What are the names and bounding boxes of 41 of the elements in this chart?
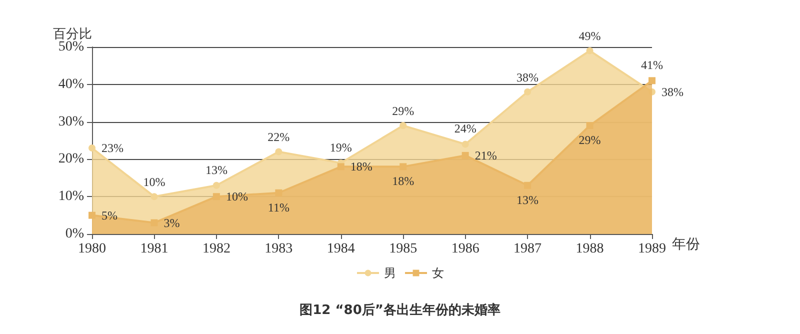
x-tick-label: 1989 — [638, 242, 666, 256]
x-tick-label: 1980 — [78, 242, 106, 256]
x-tick-label: 1986 — [451, 242, 480, 256]
y-tick-label: 30% — [58, 114, 84, 130]
data-label: 38% — [516, 70, 539, 84]
data-label: 41% — [641, 58, 663, 72]
data-label: 13% — [516, 192, 539, 207]
data-label: 11% — [268, 200, 290, 214]
data-label: 10% — [226, 190, 248, 204]
legend-label: 男 — [384, 266, 396, 280]
data-label: 3% — [164, 216, 180, 230]
data-label: 21% — [474, 148, 497, 162]
text: 图12 “80后”各出生年份的未婚率 — [300, 302, 500, 318]
data-label: 29% — [392, 104, 414, 118]
data-label: 23% — [102, 140, 124, 155]
y-tick-label: 10% — [58, 189, 84, 204]
x-axis-title: 年份 — [672, 236, 700, 252]
x-tick-label: 1987 — [514, 242, 542, 256]
x-tick-label: 1983 — [264, 242, 293, 256]
x-tick-label: 1988 — [576, 242, 604, 256]
data-label: 24% — [454, 122, 476, 136]
y-tick-label: 50% — [58, 40, 84, 54]
data-label: 13% — [205, 162, 228, 177]
y-axis-title: 百分比 — [53, 26, 92, 42]
x-tick-label: 1984 — [326, 242, 355, 256]
y-tick-label: 40% — [58, 76, 84, 92]
data-label: 18% — [350, 160, 372, 174]
y-tick-label: 0% — [65, 226, 84, 242]
data-label: 38% — [662, 84, 684, 99]
data-label: 5% — [102, 208, 118, 222]
x-tick-label: 1982 — [202, 242, 230, 256]
data-label: 10% — [143, 175, 166, 190]
data-label: 18% — [392, 174, 414, 188]
data-label: 29% — [578, 133, 601, 148]
data-label: 22% — [268, 130, 290, 144]
x-tick-label: 1981 — [140, 242, 168, 256]
data-label: 49% — [578, 29, 601, 44]
legend-label: 女 — [432, 266, 444, 280]
y-tick-label: 20% — [58, 152, 84, 167]
x-tick-label: 1985 — [389, 242, 418, 256]
data-label: 19% — [330, 140, 352, 154]
